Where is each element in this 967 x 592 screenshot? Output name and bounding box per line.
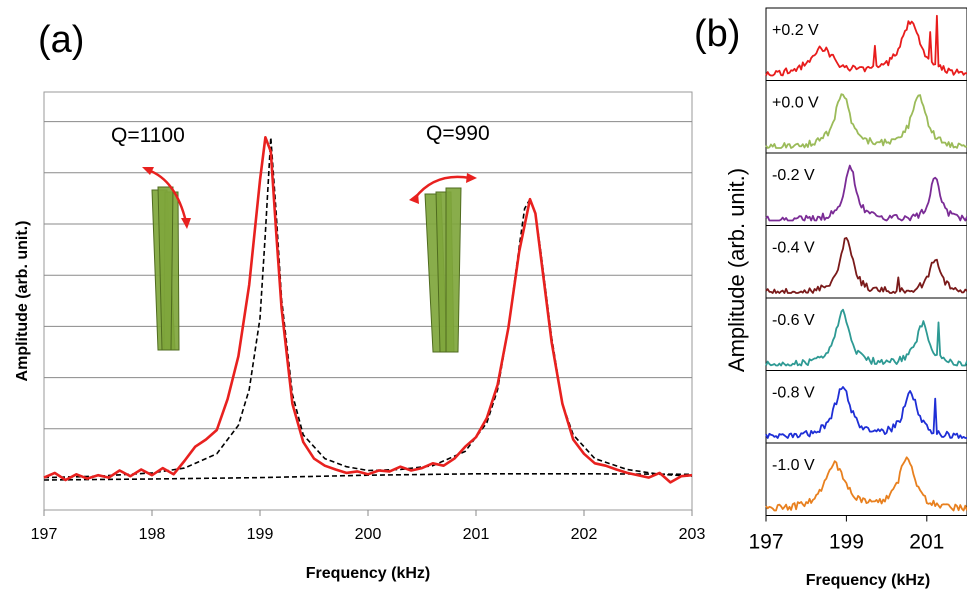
panel-a-x-tick-label: 199 (247, 526, 274, 543)
stack-panel: -0.6 V (765, 297, 967, 371)
panel-a-label: (a) (38, 19, 84, 61)
stack-panel-frame (765, 152, 967, 226)
panel-b-x-tick-label: 197 (748, 531, 783, 554)
stack-panel: -1.0 V (765, 442, 967, 516)
stack-panel-frame (765, 80, 967, 154)
panel-a-gridlines (44, 121, 692, 430)
stack-panel-label: +0.0 V (772, 95, 819, 112)
left-prong-illustration (142, 167, 191, 351)
panel-b-x-axis-label: Frequency (kHz) (806, 572, 930, 589)
stack-panel-label: -0.6 V (772, 312, 815, 329)
panel-b-x-tick-label: 201 (909, 531, 944, 554)
stack-panel-frame (765, 442, 967, 516)
stack-panel-trace (765, 308, 967, 367)
stack-panel-trace (765, 93, 967, 149)
stack-panel-label: -0.2 V (772, 167, 815, 184)
stack-panel: +0.0 V (765, 80, 967, 154)
panel-b-x-tick-label: 199 (829, 531, 864, 554)
panel-b-y-axis-label: Amplitude (arb. unit.) (724, 168, 749, 372)
panel-a-x-tick-label: 197 (31, 526, 58, 543)
stack-panel-trace (765, 14, 967, 77)
series-measured-line (43, 136, 693, 484)
stack-panel-label: -1.0 V (772, 457, 815, 474)
panel-a-series (43, 136, 693, 484)
stack-panel-trace (765, 456, 967, 512)
series-fit-line (43, 136, 693, 479)
stack-panel-label: -0.8 V (772, 385, 815, 402)
panel-a-x-tick-label: 203 (679, 526, 706, 543)
panel-a-x-tick-label: 201 (463, 526, 490, 543)
stack-panel-trace (765, 164, 967, 222)
stack-panel: -0.2 V (765, 152, 967, 226)
right-prong-illustration (409, 173, 477, 353)
panel-a: (a) 197 198 199 200 201 202 203 Q=1100 Q=990 F… (14, 19, 705, 582)
stack-panel: +0.2 V (765, 7, 967, 81)
panel-b-x-ticks: 197 199 201 (748, 515, 944, 554)
stack-panel-trace (765, 236, 967, 294)
stack-panel: -0.8 V (765, 370, 967, 444)
panel-a-x-tick-label: 202 (571, 526, 598, 543)
annotation-q-left: Q=1100 (111, 124, 185, 147)
stack-panel-label: +0.2 V (772, 22, 819, 39)
stack-panel-trace (765, 386, 967, 439)
stack-panel-label: -0.4 V (772, 240, 815, 257)
panel-a-x-ticks: 197 198 199 200 201 202 203 (31, 510, 706, 543)
annotation-q-right: Q=990 (426, 122, 490, 145)
panel-b-stack: +0.2 V +0.0 V -0.2 V -0.4 V -0.6 V -0.8 V -1.0… (765, 7, 967, 516)
stack-panel: -0.4 V (765, 225, 967, 299)
panel-a-plot-frame (43, 91, 693, 511)
panel-a-x-tick-label: 198 (139, 526, 166, 543)
panel-a-y-axis-label: Amplitude (arb. unit.) (14, 221, 31, 382)
panel-a-x-tick-label: 200 (355, 526, 382, 543)
panel-b-label: (b) (694, 13, 740, 55)
panel-a-x-axis-label: Frequency (kHz) (306, 565, 430, 582)
panel-b: (b) +0.2 V +0.0 V -0.2 V -0.4 V -0.6 V -0.8 V… (694, 7, 967, 589)
